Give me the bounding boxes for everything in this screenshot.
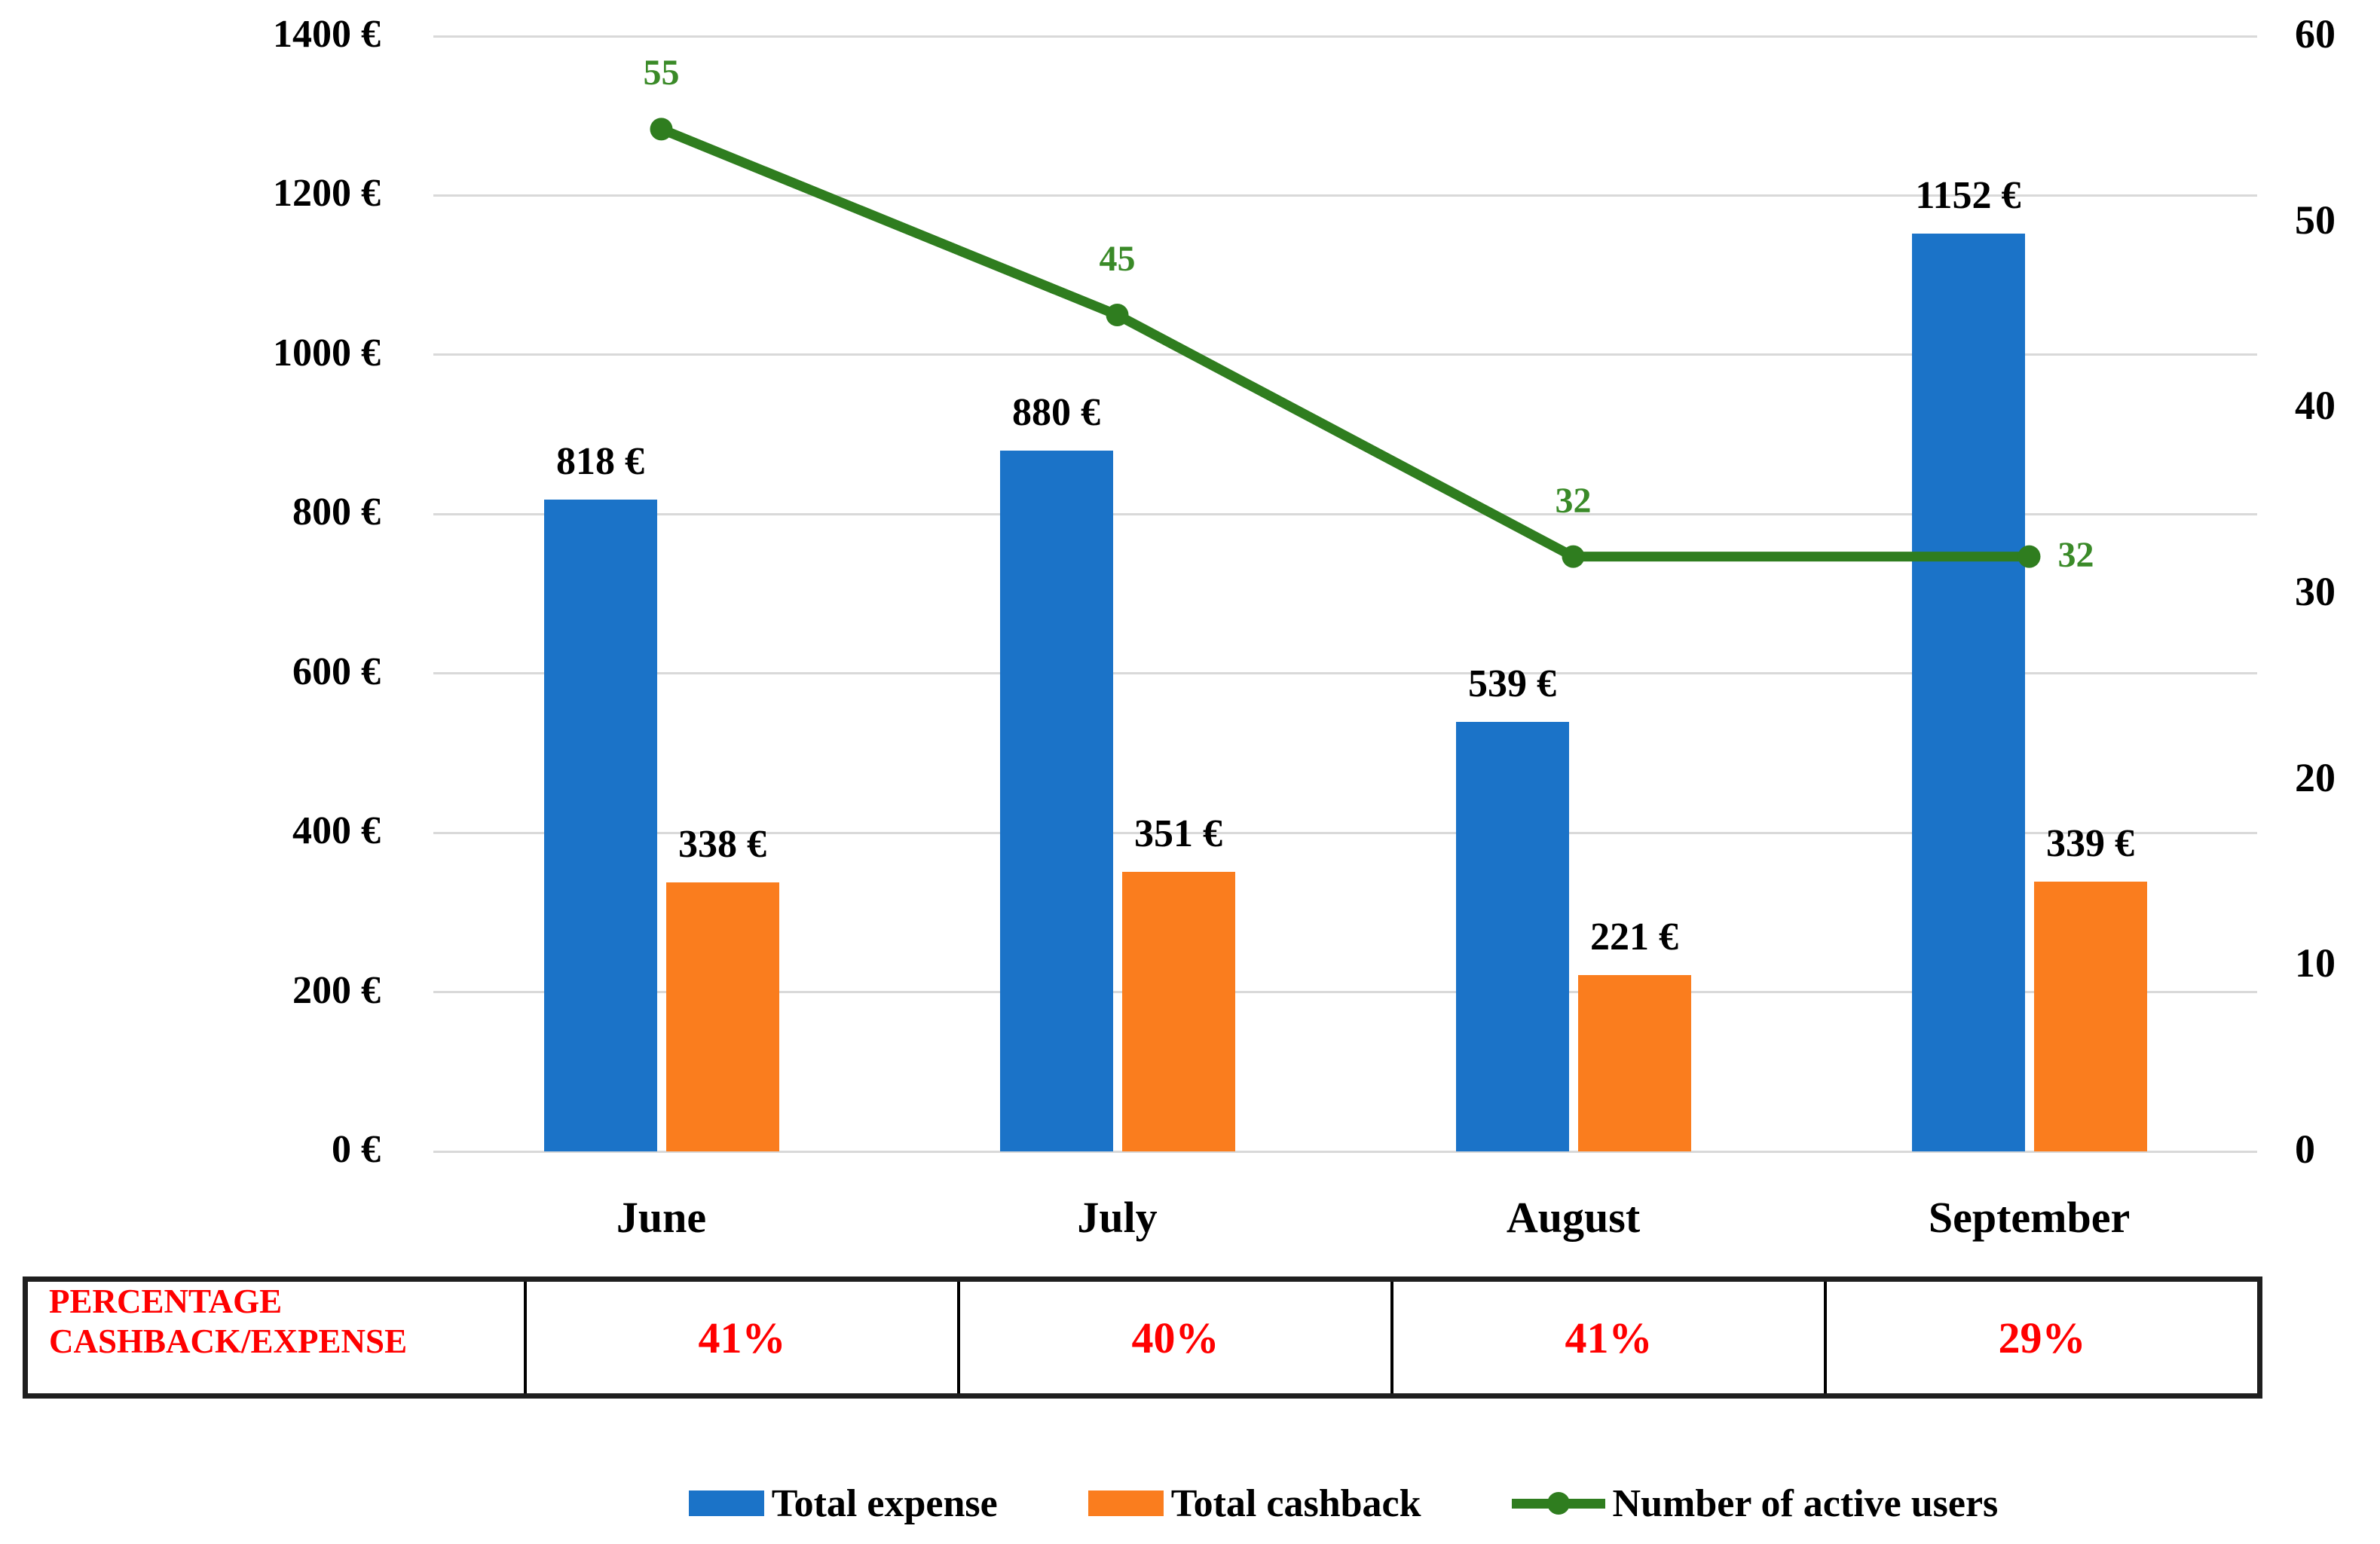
line-value-label: 55 [643,53,680,93]
total-expense-swatch-icon [688,1490,764,1516]
bar-value-label: 818 € [556,440,644,484]
bar-total-expense [999,450,1113,1151]
legend-item-total-expense: Total expense [688,1481,998,1526]
left-axis-tick: 600 € [292,650,381,693]
percentage-cell-september: 29% [1824,1282,2257,1393]
bar-value-label: 351 € [1134,812,1222,855]
legend-item-active-users: Number of active users [1511,1481,1999,1526]
x-axis-label: September [1928,1193,2131,1242]
gridline [433,512,2257,515]
legend-item-total-cashback: Total cashback [1088,1481,1421,1526]
bar-value-label: 221 € [1590,916,1678,959]
bar-value-label: 1152 € [1915,174,2021,218]
legend-label-active-users: Number of active users [1612,1481,1999,1525]
chart-legend: Total expense Total cashback Number of a… [381,1462,2306,1544]
bar-total-cashback [1121,871,1235,1151]
left-axis-tick: 200 € [292,968,381,1012]
percentage-table-header: PERCENTAGE CASHBACK/EXPENSE [28,1282,524,1393]
left-axis-tick: 1200 € [273,172,381,216]
percentage-table: PERCENTAGE CASHBACK/EXPENSE 41% 40% 41% … [23,1276,2262,1399]
right-axis-tick: 60 [2295,11,2336,57]
left-axis-tick: 800 € [292,491,381,534]
left-axis-tick: 1400 € [273,13,381,56]
x-axis-label: July [1077,1193,1158,1242]
percentage-table-header-line1: PERCENTAGE [49,1283,283,1320]
bar-total-expense [1455,722,1569,1151]
left-axis-tick: 400 € [292,809,381,853]
right-axis-tick: 20 [2295,754,2336,800]
gridline [433,1150,2257,1153]
bar-value-label: 339 € [2046,821,2134,865]
gridline [433,194,2257,197]
gridline [433,35,2257,38]
percentage-cell-june: 41% [524,1282,957,1393]
gridline [433,353,2257,356]
bar-total-cashback [2033,881,2147,1151]
gridline [433,991,2257,994]
bar-value-label: 338 € [678,822,766,866]
gridline [433,831,2257,834]
left-axis-tick: 0 € [332,1128,381,1171]
left-axis-tick: 1000 € [273,331,381,375]
bar-total-cashback [1577,975,1691,1151]
total-cashback-swatch-icon [1088,1490,1164,1516]
right-axis-tick: 30 [2295,569,2336,614]
bar-value-label: 539 € [1468,662,1556,706]
right-axis-tick: 50 [2295,197,2336,243]
legend-label-total-cashback: Total cashback [1170,1481,1421,1525]
percentage-cell-august: 41% [1390,1282,1824,1393]
right-axis-tick: 40 [2295,383,2336,429]
line-value-label: 45 [1099,239,1136,279]
right-axis-tick: 10 [2295,940,2336,986]
percentage-cell-july: 40% [957,1282,1390,1393]
active-users-line-marker-icon [1511,1490,1605,1516]
x-axis-label: August [1506,1193,1641,1242]
bar-value-label: 880 € [1012,390,1100,434]
right-axis-tick: 0 [2295,1127,2315,1172]
gridline [433,672,2257,675]
line-value-label: 32 [1555,480,1592,521]
legend-label-total-expense: Total expense [771,1481,998,1525]
bar-total-expense [543,500,657,1151]
percentage-table-header-line2: CASHBACK/EXPENSE [49,1322,408,1361]
x-axis-label: June [616,1193,707,1242]
bar-total-cashback [665,882,779,1151]
bar-total-expense [1911,234,2025,1151]
line-value-label: 32 [2057,534,2094,575]
